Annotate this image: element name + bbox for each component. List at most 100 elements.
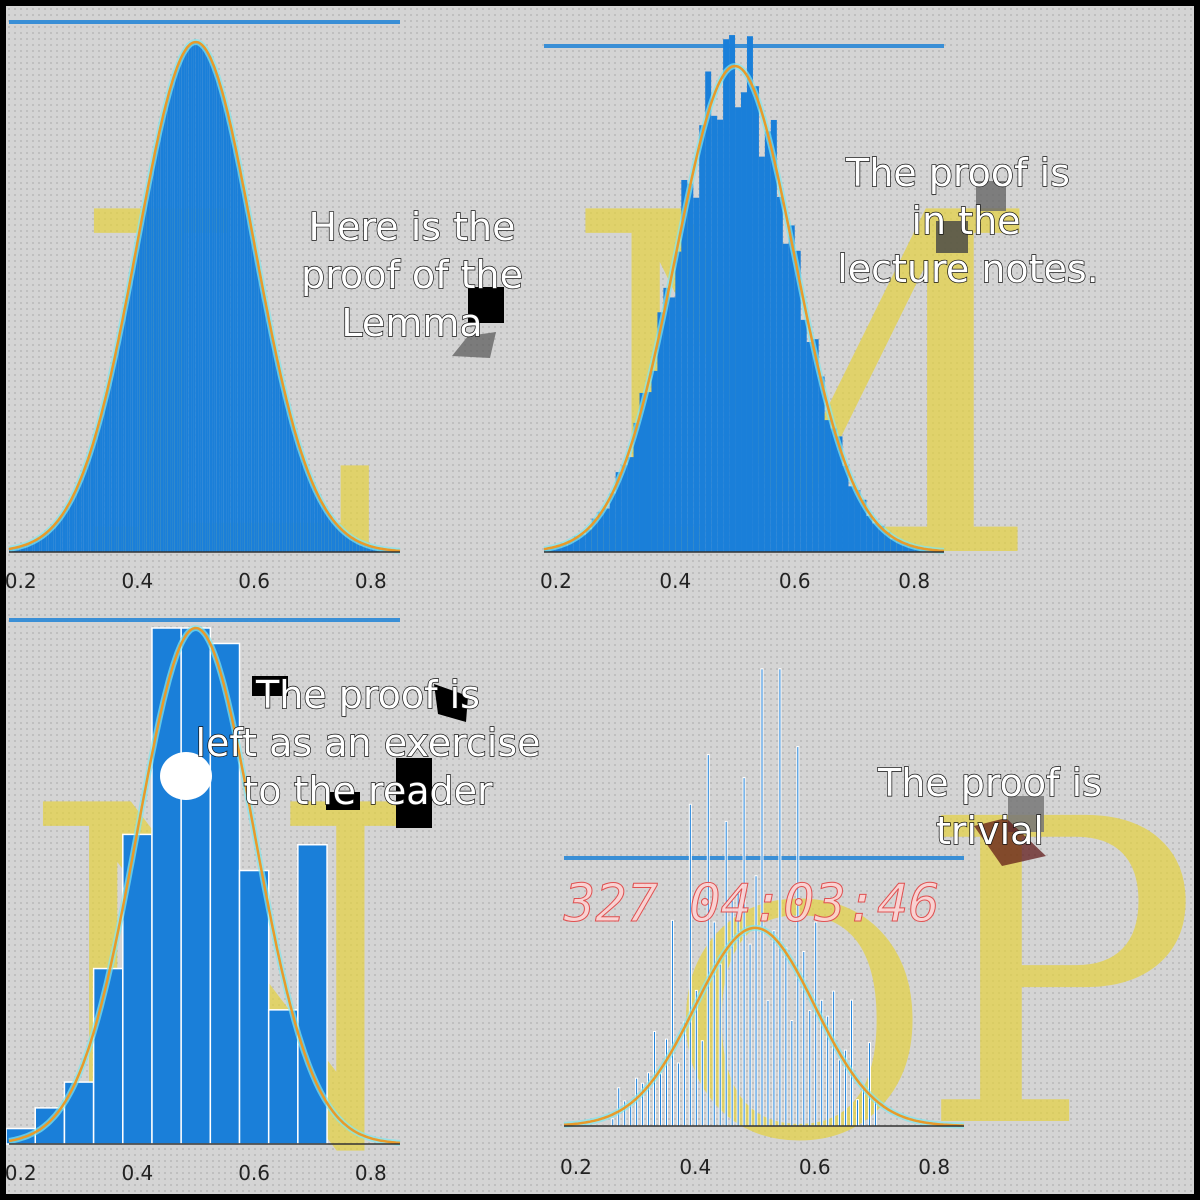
histogram-bar (742, 777, 746, 1127)
x-tick-label: 0.4 (121, 1161, 153, 1185)
histogram-bar (814, 921, 818, 1127)
annotation-line: lecture notes. (837, 247, 1099, 291)
histogram-bar (838, 1059, 842, 1127)
histogram-bar (639, 392, 646, 552)
histogram-bar (83, 468, 87, 552)
histogram-bar (866, 515, 873, 552)
histogram-bar (153, 152, 157, 552)
histogram-bar (723, 39, 730, 553)
histogram-bar (23, 545, 26, 552)
histogram-bar (100, 414, 103, 552)
histogram-bar (621, 465, 628, 552)
annotation-bottom-right: The proof is trivial (876, 760, 1102, 853)
histogram-bar (261, 285, 264, 552)
histogram-bar (579, 534, 586, 552)
histogram-bar (824, 420, 831, 552)
histogram-bar (328, 515, 332, 552)
histogram-bar (664, 1038, 668, 1127)
histogram-bar (321, 504, 325, 552)
histogram-bar (181, 54, 185, 553)
histogram-bar (69, 500, 73, 552)
density-curve (8, 40, 401, 553)
histogram-bar (298, 447, 301, 552)
histogram-bar (93, 439, 96, 552)
histogram-bar (95, 431, 98, 552)
histogram-bar (193, 42, 196, 552)
histogram-bar (123, 309, 126, 552)
histogram-bar (711, 115, 718, 552)
histogram-bar (603, 508, 610, 552)
annotation-line: The proof is (845, 151, 1070, 195)
histogram-bar (770, 119, 777, 552)
histogram-bar (832, 990, 836, 1127)
x-tick-label: 0.2 (540, 569, 572, 593)
histogram-bar (111, 365, 115, 552)
histogram-bar (366, 545, 369, 552)
histogram-bar (244, 199, 248, 552)
histogram-bar (240, 175, 243, 552)
histogram-bar (191, 42, 194, 552)
histogram-bar (758, 156, 765, 552)
histogram-bar (317, 495, 320, 552)
glitch-block (252, 676, 288, 696)
histogram-bar (65, 508, 68, 552)
histogram-bar (729, 35, 736, 552)
histogram-bar (842, 465, 849, 552)
glitch-block (396, 758, 432, 828)
histogram-bar (289, 414, 292, 552)
histogram-bar (170, 85, 173, 552)
histogram-bar (617, 1087, 621, 1127)
histogram-bar (687, 183, 694, 553)
x-tick-label: 0.4 (121, 569, 153, 593)
histogram-bar (265, 309, 269, 552)
histogram-bar (221, 93, 224, 553)
histogram-bar (682, 1021, 686, 1127)
histogram-bar (724, 820, 728, 1127)
histogram-bar (872, 523, 879, 552)
histogram-bar (561, 544, 568, 552)
histogram-bar (790, 1019, 794, 1127)
glitch-block (452, 332, 496, 358)
glitch-block (160, 752, 212, 800)
histogram-bar (788, 225, 795, 552)
annotation-line: Here is the (309, 205, 516, 249)
histogram-bar (293, 431, 297, 552)
histogram-bar (305, 468, 308, 552)
histogram-bar (669, 297, 676, 552)
glitch-block (434, 684, 468, 722)
histogram-bar (230, 131, 234, 552)
x-tick-label: 0.2 (6, 569, 37, 593)
histogram-bar (555, 545, 562, 552)
density-curve (543, 64, 945, 553)
histogram-panel-1: 0.2 0.4 0.6 0.8 (6, 20, 401, 593)
annotation-line: to the reader (243, 769, 493, 813)
x-tick-label: 0.6 (238, 1161, 270, 1185)
histogram-bar (88, 454, 91, 552)
histogram-bar (324, 508, 327, 552)
histogram-bar (712, 921, 716, 1127)
histogram-bar (676, 1062, 680, 1127)
histogram-bar (79, 480, 82, 552)
histogram-bar (312, 485, 315, 552)
histogram-bar (282, 386, 285, 552)
histogram-bar (706, 754, 710, 1127)
histogram-bar (645, 392, 652, 552)
histogram-bar (836, 436, 843, 552)
histogram-bar (766, 999, 770, 1127)
x-tick-label: 0.8 (355, 569, 387, 593)
histogram-bar (149, 175, 152, 552)
histogram-bar (219, 85, 222, 552)
histogram-bar (609, 493, 616, 552)
histogram-bar (256, 261, 259, 552)
glitch-block (976, 181, 1006, 211)
histogram-bar (263, 297, 266, 552)
histogram-bar (151, 164, 154, 552)
histogram-bar (97, 423, 101, 552)
histogram-bar (118, 332, 122, 552)
histogram-bar (188, 44, 192, 552)
histogram-bar (125, 297, 129, 552)
histogram-bar (158, 131, 161, 552)
histogram-bar (591, 518, 598, 552)
histogram-bar (277, 365, 280, 552)
histogram-panel-2: 0.2 0.4 0.6 0.8 (540, 35, 945, 593)
